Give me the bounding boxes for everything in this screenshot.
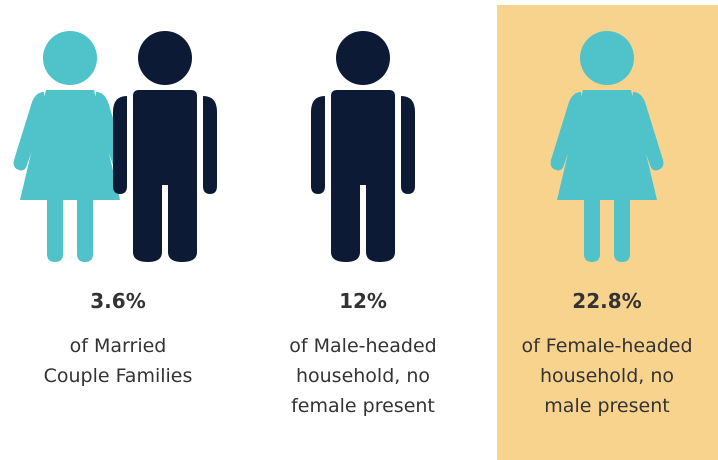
- description-line: female present: [291, 395, 435, 417]
- description-line: of Female-headed: [521, 335, 692, 357]
- percent-value: 12%: [339, 289, 387, 313]
- description-line: household, no: [296, 365, 430, 387]
- description-line: male present: [544, 395, 669, 417]
- man-icon: [113, 31, 217, 262]
- description-line: household, no: [540, 365, 674, 387]
- percent-value: 22.8%: [572, 289, 641, 313]
- description-line: of Male-headed: [289, 335, 436, 357]
- man-icon: [311, 31, 415, 262]
- woman-icon: [13, 31, 127, 262]
- description-line: of Married: [70, 335, 167, 357]
- description-line: Couple Families: [44, 365, 193, 387]
- percent-value: 3.6%: [90, 289, 145, 313]
